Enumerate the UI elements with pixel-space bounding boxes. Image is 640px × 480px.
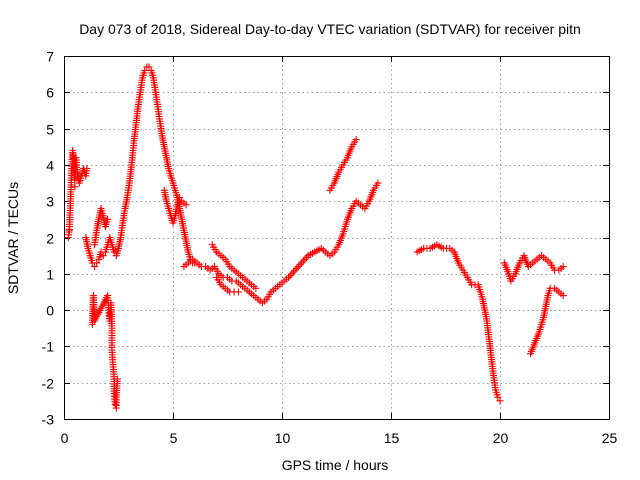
data-point — [288, 270, 296, 278]
series-early_scatter — [64, 146, 91, 241]
y-tick-label: 1 — [46, 267, 54, 283]
data-point — [65, 226, 73, 234]
x-tick-label: 10 — [275, 430, 291, 446]
x-tick-label: 15 — [384, 430, 400, 446]
y-tick-label: 4 — [46, 158, 54, 174]
x-tick-label: 20 — [493, 430, 509, 446]
data-point — [104, 215, 112, 223]
data-point — [93, 259, 101, 267]
y-tick-label: -2 — [42, 376, 55, 392]
axis-ticks — [64, 56, 610, 420]
data-point — [559, 292, 567, 300]
data-point — [91, 263, 99, 271]
x-tick-label: 5 — [170, 430, 178, 446]
data-point — [296, 261, 304, 269]
x-tick-label: 25 — [602, 430, 618, 446]
data-point — [301, 255, 309, 263]
y-tick-label: 6 — [46, 85, 54, 101]
series-dip_upper_branch — [91, 204, 112, 249]
data-point — [352, 135, 360, 143]
data-point — [298, 259, 306, 267]
series-mid_trough_a — [180, 255, 293, 307]
series-late_segment — [500, 252, 567, 358]
data-point — [294, 263, 302, 271]
chart-title: Day 073 of 2018, Sidereal Day-to-day VTE… — [79, 21, 581, 37]
data-point — [374, 179, 382, 187]
y-tick-label: -3 — [42, 412, 55, 428]
x-tick-labels: 0 5 10 15 20 25 — [61, 430, 618, 446]
series-after_16 — [413, 241, 504, 405]
data-point — [113, 375, 121, 383]
data-point — [252, 284, 260, 292]
series-upper_arc — [326, 135, 360, 194]
y-axis-label: SDTVAR / TECUs — [5, 182, 21, 294]
data-point — [496, 397, 504, 405]
data-point — [291, 266, 299, 274]
data-point — [141, 67, 149, 75]
data-points — [64, 63, 567, 412]
y-tick-label: 0 — [46, 303, 54, 319]
data-point — [176, 194, 184, 202]
data-point — [293, 264, 301, 272]
y-tick-label: 5 — [46, 122, 54, 138]
data-point — [83, 165, 91, 173]
data-point — [299, 257, 307, 265]
series-mid_trough_b — [208, 241, 260, 296]
data-point — [289, 268, 297, 276]
grid — [64, 56, 609, 419]
data-point — [182, 201, 190, 209]
data-point — [145, 63, 153, 71]
data-point — [494, 393, 502, 401]
x-axis-label: GPS time / hours — [282, 457, 389, 473]
series-dip_main — [82, 63, 199, 271]
plot-frame — [64, 56, 610, 420]
series-negative_spikes — [88, 292, 121, 412]
data-point — [71, 183, 79, 191]
data-point — [234, 288, 242, 296]
data-point — [110, 248, 118, 256]
y-tick-label: 2 — [46, 231, 54, 247]
y-tick-label: -1 — [42, 339, 55, 355]
series-rise_after_10 — [285, 179, 382, 281]
series-flank — [160, 186, 190, 227]
y-tick-label: 7 — [46, 49, 54, 65]
y-tick-label: 3 — [46, 194, 54, 210]
data-point — [99, 252, 107, 260]
y-tick-labels: -3 -2 -1 0 1 2 3 4 5 6 7 — [42, 49, 55, 428]
data-point — [286, 272, 294, 280]
x-tick-label: 0 — [61, 430, 69, 446]
data-point — [303, 253, 311, 261]
data-point — [559, 263, 567, 271]
